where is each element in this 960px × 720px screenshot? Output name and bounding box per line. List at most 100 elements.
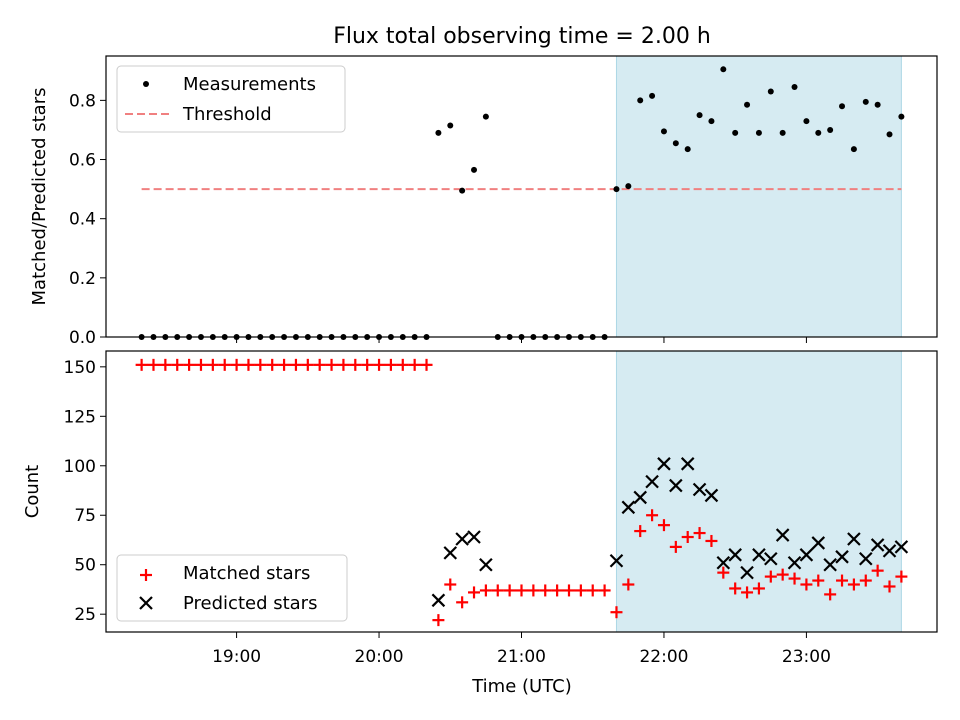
matched-star-point [847,578,860,591]
predicted-star-stroke [740,565,754,580]
measurement-point [815,129,822,136]
matched-star-point [669,540,682,553]
measurement-point [803,118,810,125]
measurement-point [791,84,798,91]
measurement-point [696,112,703,119]
predicted-star-point [467,530,481,544]
measurement-point [862,98,869,105]
matched-star-point [432,614,445,627]
count-legend-box [116,554,348,622]
matched-star-points [135,358,908,627]
matched-star-point [135,358,148,371]
measurement-point [732,129,739,136]
ratio-y-tick-label: 0.2 [69,269,96,289]
measurement-point [767,88,774,95]
legend-measurements-marker [143,81,149,87]
matched-star-point [622,578,635,591]
matched-star-point [776,568,789,581]
matched-star-point [800,578,813,591]
predicted-star-point [740,565,754,580]
predicted-star-stroke [752,548,766,562]
ratio-y-ticks: 0.0 0.2 0.4 0.6 0.8 [69,91,106,348]
predicted-star-stroke [799,548,814,562]
count-y-tick-label: 125 [64,407,96,427]
matched-star-point [384,358,397,371]
predicted-star-stroke [894,540,909,554]
matched-star-point [741,586,754,599]
predicted-star-point [811,536,826,550]
predicted-star-point [657,457,671,471]
predicted-star-stroke [669,478,683,493]
count-y-tick-label: 75 [74,506,96,526]
measurement-point [459,187,466,194]
count-y-ticks: 25 50 75 100 125 150 [64,358,106,625]
measurement-point [435,129,442,136]
predicted-star-stroke [467,530,481,544]
legend-threshold-label: Threshold [182,104,272,125]
legend-predicted-marker [139,596,153,610]
matched-star-point [539,584,552,597]
predicted-star-point [882,544,897,558]
predicted-star-stroke [882,544,897,558]
predicted-star-stroke [835,550,849,564]
ratio-y-axis-label: Matched/Predicted stars [29,88,50,306]
matched-star-point [693,527,706,540]
ratio-y-tick-label: 0.6 [69,151,96,171]
ratio-panel: 0.00.20.40.60.8 Matched/Predicted stars … [29,55,938,348]
chart-title: Flux total observing time = 2.00 h [333,24,711,49]
matched-star-point [883,580,896,593]
measurement-point [637,97,644,104]
predicted-star-stroke [657,457,671,471]
predicted-star-stroke [633,490,647,505]
measurement-point [898,113,905,120]
predicted-star-stroke [431,593,446,608]
matched-star-point [408,358,421,371]
measurement-point [720,66,727,73]
matched-star-point [871,564,884,577]
predicted-star-point [847,532,861,546]
measurement-point [447,122,454,129]
ratio-shaded-region [615,55,902,338]
predicted-star-stroke [704,488,719,503]
predicted-star-point [431,593,446,608]
count-x-ticks: 19:00 20:00 21:00 22:00 23:00 [212,632,831,667]
matched-star-point [551,584,564,597]
predicted-star-stroke [621,500,636,515]
matched-star-point [681,531,694,544]
matched-star-point [717,566,730,579]
matched-star-point [349,358,362,371]
predicted-star-point [858,552,873,566]
matched-star-point [325,358,338,371]
predicted-star-point [823,557,837,572]
count-y-axis-label: Count [22,465,43,518]
predicted-star-point [870,538,885,552]
matched-star-point [562,584,575,597]
matched-star-point [396,358,409,371]
legend-predicted-label: Predicted stars [183,593,317,614]
ratio-legend: Measurements Threshold [116,65,346,133]
matched-star-point [824,588,837,601]
matched-star-point [147,358,160,371]
predicted-star-point [835,550,849,564]
predicted-star-point [704,488,719,503]
measurement-point [779,129,786,136]
predicted-star-point [764,552,778,566]
measurement-point [708,118,715,125]
count-y-tick-label: 150 [64,358,96,378]
matched-star-point [313,358,326,371]
measurement-point [613,186,620,193]
measurement-point [684,146,691,153]
predicted-star-stroke [680,457,695,471]
matched-star-point [468,586,481,599]
matched-star-point [218,358,231,371]
predicted-star-point [645,474,659,489]
matched-star-point [444,578,457,591]
matched-star-point [859,574,872,587]
predicted-star-point [680,457,695,471]
matched-star-point [420,358,433,371]
matched-star-point [301,358,314,371]
matched-star-point [456,596,469,609]
predicted-star-stroke [645,474,659,489]
matched-star-point [895,570,908,583]
count-x-tick-label: 23:00 [782,647,831,667]
